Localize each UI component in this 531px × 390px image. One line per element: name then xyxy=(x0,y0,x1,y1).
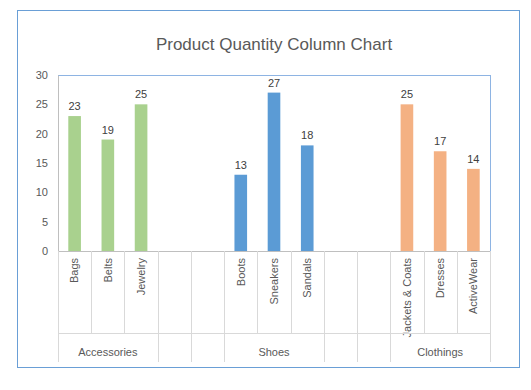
bar xyxy=(401,104,414,251)
bar xyxy=(102,140,115,251)
category-separator xyxy=(424,251,425,333)
category-separator xyxy=(124,251,125,333)
x-tick-label: Belts xyxy=(102,258,114,283)
x-tick-label: Sandals xyxy=(301,258,313,298)
bar xyxy=(434,151,447,251)
group-label: Shoes xyxy=(258,346,290,358)
y-tick: 0 xyxy=(42,245,58,257)
group-separator xyxy=(224,251,225,362)
data-label: 17 xyxy=(434,135,446,147)
category-separators xyxy=(58,251,491,362)
data-label: 14 xyxy=(467,153,479,165)
data-label: 25 xyxy=(401,88,413,100)
x-tick: Boots xyxy=(235,251,247,286)
y-tick-label: 0 xyxy=(42,245,48,257)
bar xyxy=(135,104,148,251)
group-separator xyxy=(58,251,59,362)
x-tick-label: Sneakers xyxy=(268,258,280,305)
data-label: 25 xyxy=(135,88,147,100)
y-tick-label: 20 xyxy=(36,128,48,140)
category-separator xyxy=(457,251,458,333)
level-separator xyxy=(58,333,490,334)
x-tick-label: Boots xyxy=(235,258,247,287)
chart-border xyxy=(18,11,520,368)
x-tick: Jewelry xyxy=(135,251,147,295)
x-tick-label: Jewelry xyxy=(135,258,147,296)
y-tick-label: 25 xyxy=(36,98,48,110)
y-tick: 30 xyxy=(36,69,58,81)
group-labels: Accessories Shoes Clothings xyxy=(78,346,463,358)
x-tick-label: ActiveWear xyxy=(467,258,479,314)
y-tick-label: 10 xyxy=(36,186,48,198)
group-separator xyxy=(357,251,358,362)
data-labels: 23 19 25 13 27 18 25 17 14 xyxy=(68,77,479,171)
x-tick-label: Jackets & Coats xyxy=(401,258,413,338)
y-tick: 20 xyxy=(36,128,58,140)
group-separator xyxy=(324,251,325,362)
y-axis: 0 5 10 15 20 25 30 xyxy=(36,69,59,257)
x-tick-label: Dresses xyxy=(434,258,446,299)
x-tick: ActiveWear xyxy=(467,251,479,314)
group-separator xyxy=(490,251,491,362)
data-label: 18 xyxy=(301,129,313,141)
x-tick-label: Bags xyxy=(68,258,80,284)
data-label: 19 xyxy=(102,124,114,136)
bar xyxy=(268,93,281,251)
x-tick: Jackets & Coats xyxy=(401,251,413,337)
group-label: Clothings xyxy=(417,346,463,358)
x-axis-line xyxy=(59,251,491,252)
category-separator xyxy=(291,251,292,333)
bar xyxy=(234,175,247,251)
x-axis: Bags Belts Jewelry Boots Sneakers Sandals Jack… xyxy=(59,251,491,337)
bars xyxy=(68,93,479,251)
x-tick: Sandals xyxy=(301,251,313,298)
data-label: 23 xyxy=(68,100,80,112)
y-tick: 10 xyxy=(36,186,58,198)
group-label: Accessories xyxy=(78,346,138,358)
category-separator xyxy=(91,251,92,333)
group-separator xyxy=(158,251,159,362)
y-tick-label: 5 xyxy=(42,216,48,228)
bar xyxy=(301,145,314,251)
y-tick: 25 xyxy=(36,98,58,110)
y-tick: 15 xyxy=(36,157,58,169)
plot-frame xyxy=(59,76,491,252)
chart: Product Quantity Column Chart 0 5 10 15 20 25 3… xyxy=(0,0,531,390)
bar xyxy=(68,116,81,251)
data-label: 27 xyxy=(268,77,280,89)
bar xyxy=(467,169,480,251)
x-tick: Bags xyxy=(68,251,80,283)
x-tick: Belts xyxy=(102,251,114,282)
y-tick-label: 30 xyxy=(36,69,48,81)
y-axis-line xyxy=(58,76,59,252)
group-separator xyxy=(191,251,192,362)
data-label: 13 xyxy=(235,159,247,171)
y-tick: 5 xyxy=(42,216,58,228)
category-separator xyxy=(257,251,258,333)
x-tick: Sneakers xyxy=(268,251,280,304)
x-tick: Dresses xyxy=(434,251,446,298)
title: Product Quantity Column Chart xyxy=(156,35,392,54)
group-separator xyxy=(390,251,391,362)
y-tick-label: 15 xyxy=(36,157,48,169)
